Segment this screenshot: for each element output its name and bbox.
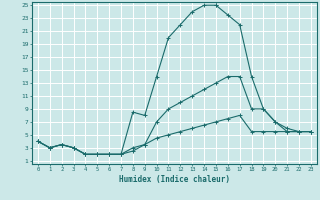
- X-axis label: Humidex (Indice chaleur): Humidex (Indice chaleur): [119, 175, 230, 184]
